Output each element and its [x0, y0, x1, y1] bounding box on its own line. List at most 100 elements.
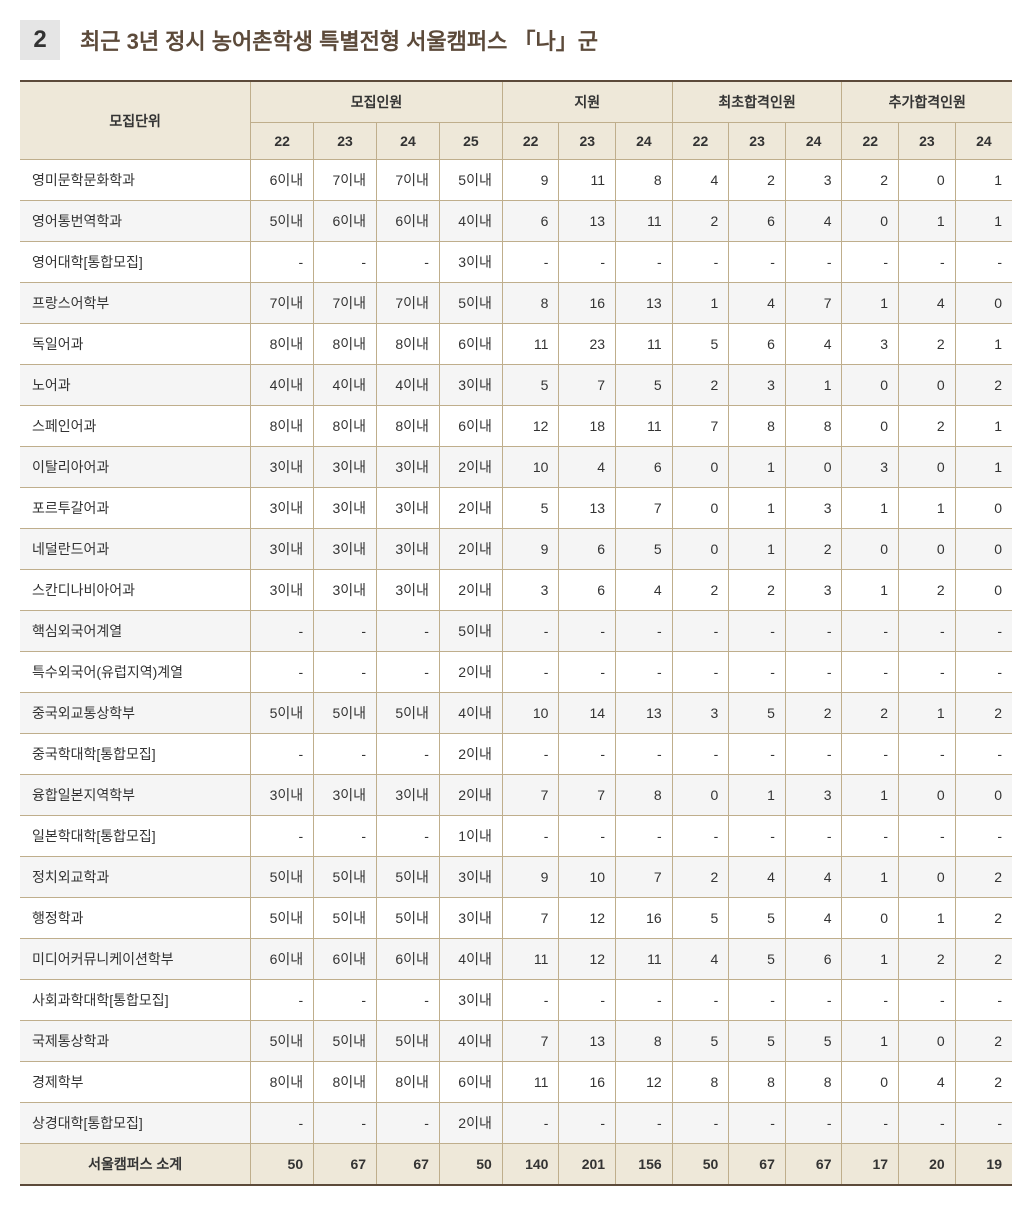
data-cell: 1: [899, 898, 956, 939]
table-row: 독일어과8이내8이내8이내6이내112311564321: [20, 324, 1012, 365]
data-cell: 3이내: [377, 447, 440, 488]
th-initial: 최초합격인원: [672, 81, 842, 123]
data-cell: 3이내: [377, 529, 440, 570]
data-cell: 23: [559, 324, 616, 365]
data-cell: 1: [729, 529, 786, 570]
data-cell: -: [672, 652, 729, 693]
data-cell: 5이내: [314, 1021, 377, 1062]
footer-cell: 50: [439, 1144, 502, 1186]
data-cell: 8: [616, 775, 673, 816]
data-cell: 2: [672, 201, 729, 242]
unit-cell: 스칸디나비아어과: [20, 570, 251, 611]
data-cell: 3: [672, 693, 729, 734]
th-year: 22: [251, 123, 314, 160]
data-cell: -: [955, 980, 1012, 1021]
data-cell: 2: [899, 939, 956, 980]
unit-cell: 독일어과: [20, 324, 251, 365]
footer-cell: 67: [785, 1144, 842, 1186]
data-cell: 5이내: [377, 898, 440, 939]
unit-cell: 중국학대학[통합모집]: [20, 734, 251, 775]
data-cell: 0: [955, 529, 1012, 570]
data-cell: 0: [842, 201, 899, 242]
data-cell: 7: [559, 775, 616, 816]
data-cell: 3이내: [377, 570, 440, 611]
data-cell: 1: [955, 447, 1012, 488]
data-cell: -: [955, 816, 1012, 857]
data-cell: 6이내: [314, 201, 377, 242]
th-year: 23: [729, 123, 786, 160]
data-cell: 5: [616, 529, 673, 570]
unit-cell: 네덜란드어과: [20, 529, 251, 570]
data-cell: -: [842, 816, 899, 857]
data-cell: 3: [785, 160, 842, 201]
data-cell: 6이내: [439, 324, 502, 365]
th-unit: 모집단위: [20, 81, 251, 160]
data-cell: 1: [955, 406, 1012, 447]
data-cell: 1이내: [439, 816, 502, 857]
data-cell: 0: [842, 365, 899, 406]
data-cell: 2이내: [439, 1103, 502, 1144]
data-cell: -: [251, 1103, 314, 1144]
data-cell: -: [785, 980, 842, 1021]
data-cell: 3이내: [314, 775, 377, 816]
data-cell: 5이내: [377, 693, 440, 734]
data-cell: -: [672, 611, 729, 652]
data-cell: 5이내: [377, 1021, 440, 1062]
data-cell: 4: [672, 160, 729, 201]
footer-label: 서울캠퍼스 소계: [20, 1144, 251, 1186]
unit-cell: 영어대학[통합모집]: [20, 242, 251, 283]
data-cell: -: [559, 980, 616, 1021]
data-cell: -: [729, 734, 786, 775]
table-row: 경제학부8이내8이내8이내6이내111612888042: [20, 1062, 1012, 1103]
data-cell: -: [729, 1103, 786, 1144]
table-row: 영미문학문화학과6이내7이내7이내5이내9118423201: [20, 160, 1012, 201]
data-cell: 4: [899, 1062, 956, 1103]
data-cell: -: [955, 1103, 1012, 1144]
data-cell: -: [785, 734, 842, 775]
table-row: 정치외교학과5이내5이내5이내3이내9107244102: [20, 857, 1012, 898]
data-cell: 6이내: [377, 201, 440, 242]
data-cell: -: [377, 816, 440, 857]
data-cell: 1: [955, 160, 1012, 201]
unit-cell: 행정학과: [20, 898, 251, 939]
data-cell: 16: [616, 898, 673, 939]
data-cell: 8: [502, 283, 559, 324]
data-cell: 2이내: [439, 652, 502, 693]
data-cell: 6이내: [439, 1062, 502, 1103]
data-cell: 3: [842, 447, 899, 488]
th-additional: 추가합격인원: [842, 81, 1012, 123]
th-year: 22: [672, 123, 729, 160]
data-cell: 6: [559, 529, 616, 570]
data-cell: -: [251, 734, 314, 775]
data-cell: 9: [502, 160, 559, 201]
data-cell: -: [729, 980, 786, 1021]
data-cell: 8: [672, 1062, 729, 1103]
table-row: 융합일본지역학부3이내3이내3이내2이내778013100: [20, 775, 1012, 816]
data-cell: 2: [899, 406, 956, 447]
data-cell: 4: [899, 283, 956, 324]
data-cell: 1: [842, 1021, 899, 1062]
data-cell: 3이내: [314, 447, 377, 488]
data-cell: 1: [785, 365, 842, 406]
data-cell: -: [955, 734, 1012, 775]
data-cell: -: [559, 1103, 616, 1144]
th-year: 23: [559, 123, 616, 160]
table-row: 중국학대학[통합모집]---2이내---------: [20, 734, 1012, 775]
data-cell: 4이내: [377, 365, 440, 406]
data-cell: 6이내: [314, 939, 377, 980]
data-cell: 1: [729, 447, 786, 488]
data-cell: 2: [955, 693, 1012, 734]
data-cell: 6이내: [439, 406, 502, 447]
table-row: 특수외국어(유럽지역)계열---2이내---------: [20, 652, 1012, 693]
data-cell: 5이내: [251, 201, 314, 242]
data-cell: -: [377, 1103, 440, 1144]
table-body: 영미문학문화학과6이내7이내7이내5이내9118423201영어통번역학과5이내…: [20, 160, 1012, 1144]
table-row: 영어통번역학과5이내6이내6이내4이내61311264011: [20, 201, 1012, 242]
data-cell: -: [314, 652, 377, 693]
data-cell: -: [842, 980, 899, 1021]
data-cell: 7이내: [377, 283, 440, 324]
data-cell: -: [842, 652, 899, 693]
unit-cell: 프랑스어학부: [20, 283, 251, 324]
unit-cell: 정치외교학과: [20, 857, 251, 898]
admissions-table: 모집단위 모집인원 지원 최초합격인원 추가합격인원 22 23 24 25 2…: [20, 80, 1012, 1186]
